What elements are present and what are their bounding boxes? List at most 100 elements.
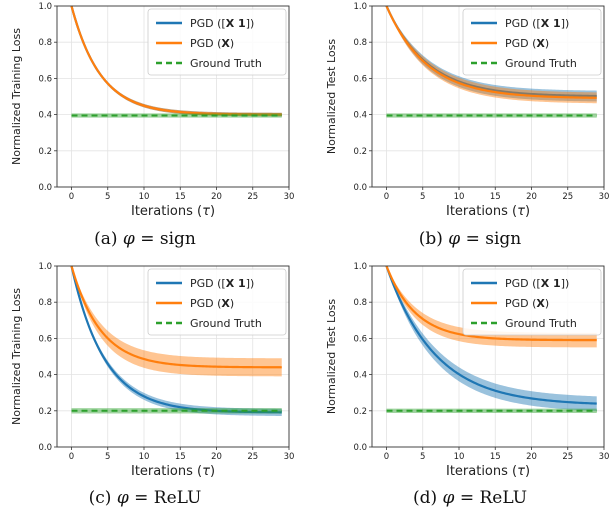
y-tick-label: 0.8	[38, 298, 52, 308]
y-tick-label: 1.0	[38, 2, 52, 12]
legend-label: PGD ([X 1])	[505, 277, 569, 290]
series-line-2	[385, 5, 597, 99]
axes-frame	[371, 265, 605, 448]
x-tick-label: 0	[384, 192, 389, 202]
x-tick-label: 5	[420, 452, 425, 462]
y-tick-label: 0.0	[38, 183, 52, 193]
series-line-1	[385, 265, 597, 405]
x-axis-label: Iterations (τ)	[446, 204, 530, 219]
legend-label: Ground Truth	[505, 317, 577, 330]
y-tick-label: 0.6	[353, 334, 367, 344]
series-line-2	[70, 265, 282, 369]
x-axis-label: Iterations (τ)	[131, 464, 215, 479]
y-tick-label: 0.6	[38, 74, 52, 84]
x-tick-label: 15	[490, 452, 501, 462]
x-axis-label: Iterations (τ)	[446, 464, 530, 479]
x-tick-label: 30	[284, 192, 295, 202]
x-tick-label: 20	[211, 192, 222, 202]
x-tick-label: 5	[105, 452, 110, 462]
legend-box	[147, 8, 287, 76]
y-axis-label: Normalized Training Loss	[10, 288, 23, 425]
x-tick-label: 20	[526, 452, 537, 462]
legend-label: PGD ([X 1])	[190, 17, 254, 30]
y-tick-label: 0.2	[38, 147, 52, 157]
x-tick-label: 20	[211, 452, 222, 462]
y-tick-label: 0.8	[353, 298, 367, 308]
x-tick-label: 15	[490, 192, 501, 202]
y-axis-label: Normalized Training Loss	[10, 28, 23, 165]
x-tick-label: 30	[599, 452, 610, 462]
x-tick-label: 15	[175, 192, 186, 202]
axes-frame	[371, 5, 605, 188]
legend-label: PGD (X)	[190, 37, 234, 50]
legend: PGD ([X 1]) PGD (X) Ground Truth	[462, 8, 602, 76]
series-band-1	[386, 266, 597, 411]
y-tick-label: 0.0	[353, 183, 367, 193]
legend: PGD ([X 1]) PGD (X) Ground Truth	[462, 268, 602, 336]
x-tick-label: 5	[420, 192, 425, 202]
legend-label: Ground Truth	[190, 57, 262, 70]
y-tick-label: 0.8	[38, 38, 52, 48]
y-tick-label: 0.4	[353, 371, 367, 381]
legend: PGD ([X 1]) PGD (X) Ground Truth	[147, 8, 287, 76]
chart-panel-1: 0 5 10 15 20 25 30 0.0 0.2 0.4 0.6 0.8 1.0 Iterations…	[10, 2, 294, 249]
legend-label: PGD ([X 1])	[505, 17, 569, 30]
y-axis-label: Normalized Test Loss	[325, 39, 338, 154]
x-tick-label: 10	[454, 452, 465, 462]
y-tick-label: 0.4	[38, 111, 52, 121]
x-tick-label: 10	[139, 192, 150, 202]
panel-caption: (a) φ = sign	[94, 229, 196, 249]
chart-panel-4: 0 5 10 15 20 25 30 0.0 0.2 0.4 0.6 0.8 1.0 Iterations…	[325, 262, 609, 508]
x-tick-label: 0	[69, 192, 74, 202]
y-tick-label: 0.0	[38, 443, 52, 453]
y-tick-label: 0.4	[353, 111, 367, 121]
legend-box	[462, 8, 602, 76]
series-band-1	[386, 6, 597, 102]
x-tick-label: 30	[284, 452, 295, 462]
panel-caption: (d) φ = ReLU	[413, 488, 527, 508]
y-tick-label: 0.4	[38, 371, 52, 381]
y-tick-label: 0.6	[353, 74, 367, 84]
series-band-2	[386, 6, 597, 104]
x-tick-label: 25	[562, 452, 573, 462]
y-tick-label: 0.2	[353, 147, 367, 157]
chart-panel-2: 0 5 10 15 20 25 30 0.0 0.2 0.4 0.6 0.8 1.0 Iterations…	[325, 2, 609, 249]
y-tick-label: 1.0	[38, 262, 52, 272]
y-axis-label: Normalized Test Loss	[325, 299, 338, 414]
x-tick-label: 30	[599, 192, 610, 202]
axes-frame	[56, 5, 290, 188]
legend: PGD ([X 1]) PGD (X) Ground Truth	[147, 268, 287, 336]
legend-label: PGD (X)	[505, 297, 549, 310]
series-line-1	[70, 265, 282, 414]
panel-caption: (b) φ = sign	[419, 229, 522, 249]
legend-label: PGD (X)	[190, 297, 234, 310]
y-tick-label: 0.2	[353, 407, 367, 417]
x-tick-label: 0	[69, 452, 74, 462]
series-line-2	[385, 265, 597, 342]
x-tick-label: 5	[105, 192, 110, 202]
chart-panel-3: 0 5 10 15 20 25 30 0.0 0.2 0.4 0.6 0.8 1.0 Iterations…	[10, 262, 294, 508]
x-tick-label: 20	[526, 192, 537, 202]
series-line-2	[70, 5, 282, 116]
x-tick-label: 25	[247, 452, 258, 462]
x-tick-label: 10	[454, 192, 465, 202]
x-tick-label: 25	[247, 192, 258, 202]
y-tick-label: 0.8	[353, 38, 367, 48]
x-tick-label: 25	[562, 192, 573, 202]
legend-label: PGD ([X 1])	[190, 277, 254, 290]
series-band-2	[71, 266, 282, 377]
x-tick-label: 10	[139, 452, 150, 462]
x-tick-label: 0	[384, 452, 389, 462]
legend-label: Ground Truth	[190, 317, 262, 330]
legend-label: PGD (X)	[505, 37, 549, 50]
legend-label: Ground Truth	[505, 57, 577, 70]
y-tick-label: 0.6	[38, 334, 52, 344]
y-tick-label: 1.0	[353, 2, 367, 12]
x-tick-label: 15	[175, 452, 186, 462]
axes-frame	[56, 265, 290, 448]
legend-box	[147, 268, 287, 336]
panel-caption: (c) φ = ReLU	[89, 488, 202, 508]
y-tick-label: 0.0	[353, 443, 367, 453]
y-tick-label: 1.0	[353, 262, 367, 272]
